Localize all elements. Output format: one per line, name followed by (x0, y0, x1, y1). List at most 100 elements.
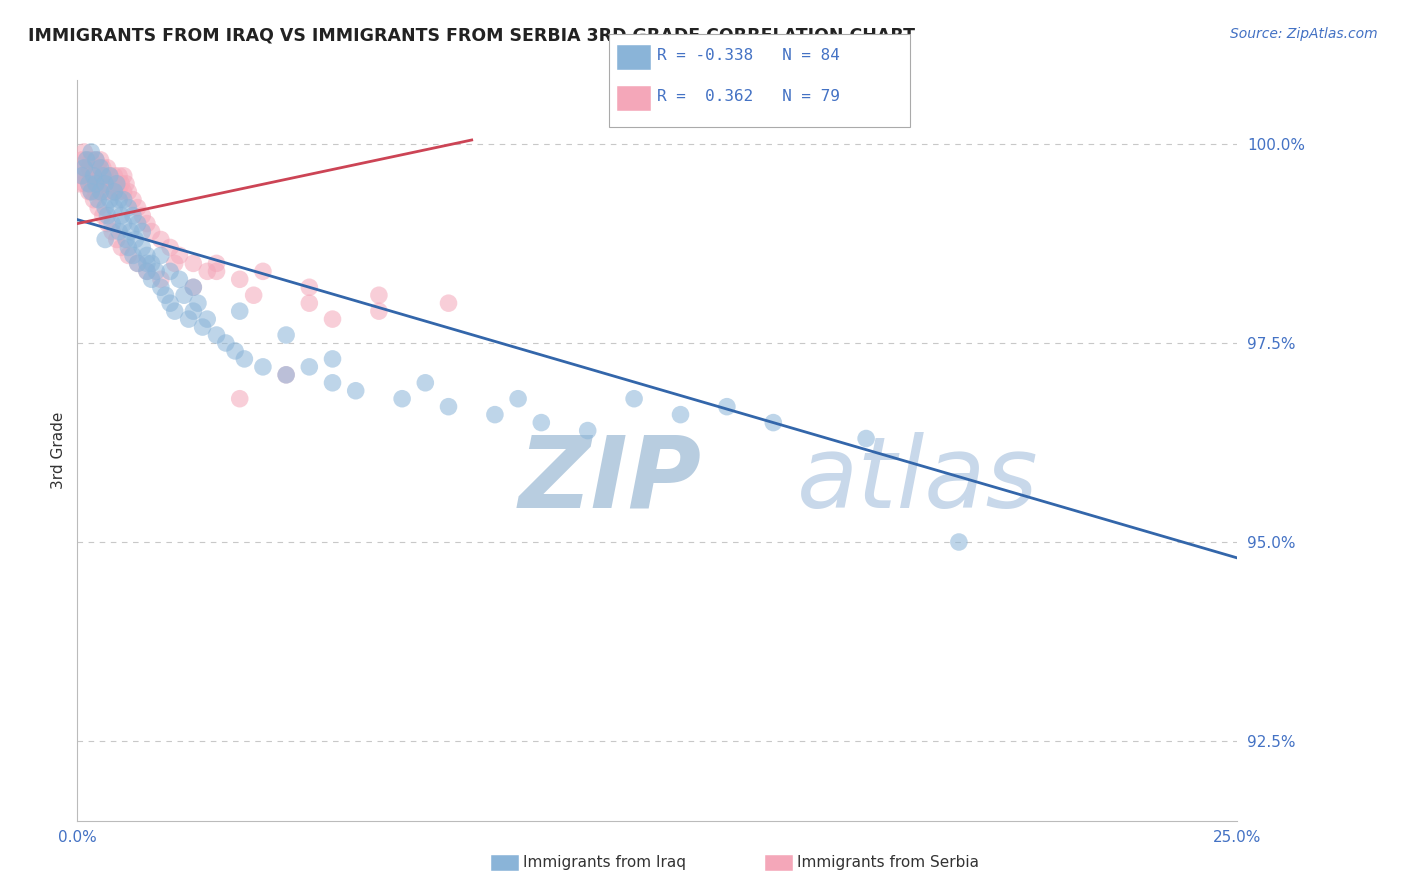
Text: R = -0.338   N = 84: R = -0.338 N = 84 (657, 48, 839, 62)
Point (96, 177, 118, 191)
Point (98, 185, 121, 199)
Point (98, 193, 121, 207)
Y-axis label: 3rd Grade: 3rd Grade (51, 412, 66, 489)
Point (159, 296, 181, 310)
Point (948, 535, 970, 549)
Point (91, 169, 114, 183)
Text: atlas: atlas (796, 432, 1038, 529)
Point (70, 169, 93, 183)
Point (110, 240, 132, 254)
Point (103, 201, 125, 215)
Point (149, 248, 172, 262)
Point (855, 432, 877, 446)
Point (141, 225, 163, 239)
Point (228, 272, 252, 286)
Point (391, 392, 413, 406)
Point (84, 177, 107, 191)
Point (228, 304, 252, 318)
Point (127, 201, 149, 215)
Point (136, 264, 159, 278)
Point (437, 400, 460, 414)
Point (98, 169, 121, 183)
Point (127, 217, 149, 231)
Point (252, 359, 274, 374)
Point (122, 209, 145, 223)
Point (187, 296, 209, 310)
Point (83, 161, 105, 175)
Point (173, 288, 195, 302)
Point (183, 280, 205, 294)
Point (169, 248, 191, 262)
Point (83, 177, 105, 191)
Point (90, 185, 111, 199)
Point (163, 256, 186, 270)
Point (205, 264, 228, 278)
Point (70, 169, 93, 183)
Point (70, 153, 93, 167)
Point (131, 209, 153, 223)
Point (73, 177, 96, 191)
Point (484, 408, 506, 422)
Point (73, 145, 96, 159)
Point (80, 185, 103, 199)
Point (105, 177, 128, 191)
Point (90, 153, 111, 167)
Point (110, 209, 132, 223)
Point (96, 161, 118, 175)
Point (76, 153, 98, 167)
Point (276, 328, 298, 343)
Point (183, 280, 205, 294)
Point (576, 424, 599, 438)
Point (163, 304, 186, 318)
Point (191, 320, 214, 334)
Point (91, 161, 114, 175)
Point (276, 368, 298, 382)
Point (77, 177, 100, 191)
Point (131, 225, 153, 239)
Point (136, 248, 159, 262)
Point (103, 185, 125, 199)
Point (115, 232, 138, 246)
Point (80, 153, 103, 167)
Point (76, 153, 98, 167)
Point (136, 217, 159, 231)
Point (90, 169, 111, 183)
Point (87, 177, 110, 191)
Point (73, 161, 96, 175)
Point (112, 217, 135, 231)
Point (669, 408, 692, 422)
Point (94, 177, 117, 191)
Point (233, 351, 256, 366)
Point (205, 256, 228, 270)
Point (101, 177, 124, 191)
Point (80, 185, 103, 199)
Point (112, 185, 135, 199)
Point (117, 248, 139, 262)
Point (83, 169, 105, 183)
Point (91, 177, 114, 191)
Point (91, 209, 114, 223)
Point (195, 264, 218, 278)
Point (94, 169, 117, 183)
Point (215, 336, 238, 351)
Point (127, 256, 149, 270)
Point (131, 240, 153, 254)
Point (413, 376, 436, 390)
Point (120, 225, 142, 239)
Point (298, 296, 321, 310)
Point (73, 161, 96, 175)
Point (716, 400, 738, 414)
Point (105, 177, 128, 191)
Point (84, 153, 107, 167)
Point (84, 185, 107, 199)
Point (368, 288, 391, 302)
Point (87, 201, 110, 215)
Point (101, 225, 124, 239)
Point (321, 312, 344, 326)
Point (183, 256, 205, 270)
Point (110, 177, 132, 191)
Point (108, 193, 131, 207)
Text: Immigrants from Serbia: Immigrants from Serbia (797, 855, 979, 870)
Point (77, 185, 100, 199)
Point (112, 169, 135, 183)
